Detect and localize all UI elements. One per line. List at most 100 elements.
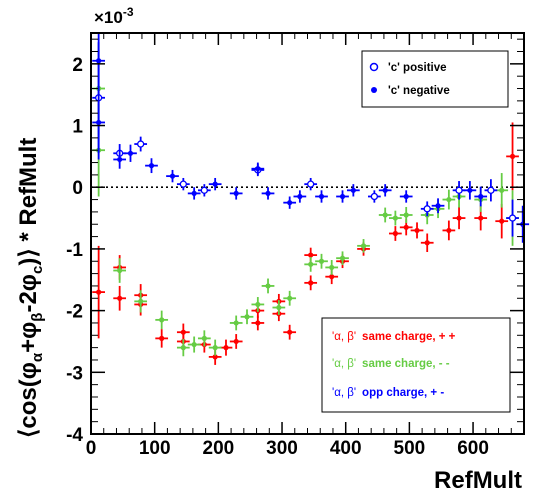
filled-marker <box>318 258 325 264</box>
filled-marker <box>424 240 430 246</box>
legend-bottom-quote-2: 'α, β' <box>332 358 356 370</box>
green-point <box>336 251 349 265</box>
filled-marker <box>138 298 144 304</box>
x-tick-label: 400 <box>330 438 362 459</box>
blue-filled-point <box>293 190 307 203</box>
filled-marker <box>435 203 441 209</box>
green-point <box>325 260 339 275</box>
blue-open-point <box>197 184 211 197</box>
blue-filled-point <box>431 198 445 214</box>
filled-marker <box>255 166 261 172</box>
blue-filled-point <box>283 196 297 209</box>
green-point <box>187 336 201 353</box>
green-point <box>304 256 318 272</box>
red-point <box>219 339 233 356</box>
filled-marker <box>382 212 388 218</box>
green-point <box>155 310 169 330</box>
filled-marker <box>446 227 452 234</box>
filled-marker <box>467 187 473 193</box>
red-point <box>113 285 127 311</box>
open-circle-marker <box>508 214 517 222</box>
filled-marker <box>276 304 282 311</box>
blue-open-point <box>176 177 190 191</box>
filled-marker <box>382 187 388 193</box>
legend-marker-filled-circle <box>371 87 377 93</box>
green-point <box>240 309 254 325</box>
filled-marker <box>127 150 134 156</box>
blue-open-point <box>452 181 466 200</box>
filled-marker <box>339 193 346 200</box>
green-point <box>399 206 413 224</box>
filled-marker <box>308 252 314 258</box>
legend-bottom-desc-3: opp charge, + - <box>362 387 444 399</box>
filled-marker <box>265 283 271 289</box>
filled-marker <box>265 190 271 196</box>
x-tick-label: 0 <box>86 438 97 459</box>
blue-filled-point <box>474 186 488 207</box>
green-point <box>378 207 392 223</box>
legend-bottom-entry-2: 'α, β' same charge, - - <box>332 358 450 370</box>
filled-marker <box>159 317 165 323</box>
blue-filled-point <box>124 144 137 162</box>
red-point <box>389 226 402 241</box>
green-point <box>389 210 402 226</box>
filled-marker <box>191 341 197 348</box>
filled-marker <box>456 215 462 221</box>
green-point <box>113 258 127 283</box>
legend-bottom-quote-3: 'α, β' <box>332 387 356 399</box>
filled-marker <box>318 193 325 200</box>
legend-top-box <box>361 50 509 108</box>
red-point <box>229 334 243 349</box>
filled-marker <box>287 295 293 301</box>
y-title-sub-b: β <box>29 313 46 322</box>
y-tick-label: 2 <box>72 55 83 76</box>
green-point <box>134 290 148 313</box>
filled-marker <box>96 58 102 64</box>
open-circle-marker <box>307 180 315 188</box>
filled-marker <box>329 264 335 271</box>
blue-open-point <box>134 136 148 152</box>
legend-top-label-positive: 'c' positive <box>388 62 447 74</box>
y-title-suffix: )⟩ * RefMult <box>15 138 42 266</box>
green-point <box>442 189 456 210</box>
x-tick-label: 600 <box>457 438 489 459</box>
open-circle-marker <box>423 205 431 213</box>
blue-open-point <box>484 179 498 202</box>
filled-marker <box>350 187 356 193</box>
filled-marker <box>392 215 398 221</box>
y-multiplier-label: ×10-3 <box>94 5 134 27</box>
filled-marker <box>96 119 102 126</box>
open-circle-marker <box>200 186 208 194</box>
red-point <box>304 275 318 291</box>
open-circle-marker <box>370 192 379 201</box>
green-point <box>176 338 190 357</box>
blue-filled-point <box>463 181 477 200</box>
red-point <box>155 329 169 348</box>
green-point <box>208 339 222 356</box>
green-point <box>261 278 275 294</box>
filled-marker <box>499 187 505 193</box>
filled-marker <box>392 230 398 237</box>
y-title-prefix: ⟨cos(φ <box>15 362 42 438</box>
blue-open-point <box>506 199 519 237</box>
green-point <box>357 239 370 253</box>
red-point <box>283 324 297 340</box>
filled-marker <box>191 190 197 196</box>
filled-marker <box>478 215 484 221</box>
filled-marker <box>212 181 218 187</box>
filled-marker <box>169 173 176 179</box>
green-point <box>315 253 328 269</box>
blue-filled-point <box>261 187 275 200</box>
filled-marker <box>233 338 239 345</box>
blue-filled-point <box>229 187 243 200</box>
filled-marker <box>212 345 218 351</box>
filled-marker <box>96 289 102 295</box>
filled-marker <box>117 267 123 274</box>
filled-marker <box>287 329 293 335</box>
y-multiplier-base: ×10 <box>94 8 123 27</box>
green-point <box>229 315 243 331</box>
open-circle-marker <box>137 140 145 148</box>
y-title-mid1: +φ <box>15 322 42 353</box>
filled-marker <box>233 320 239 326</box>
